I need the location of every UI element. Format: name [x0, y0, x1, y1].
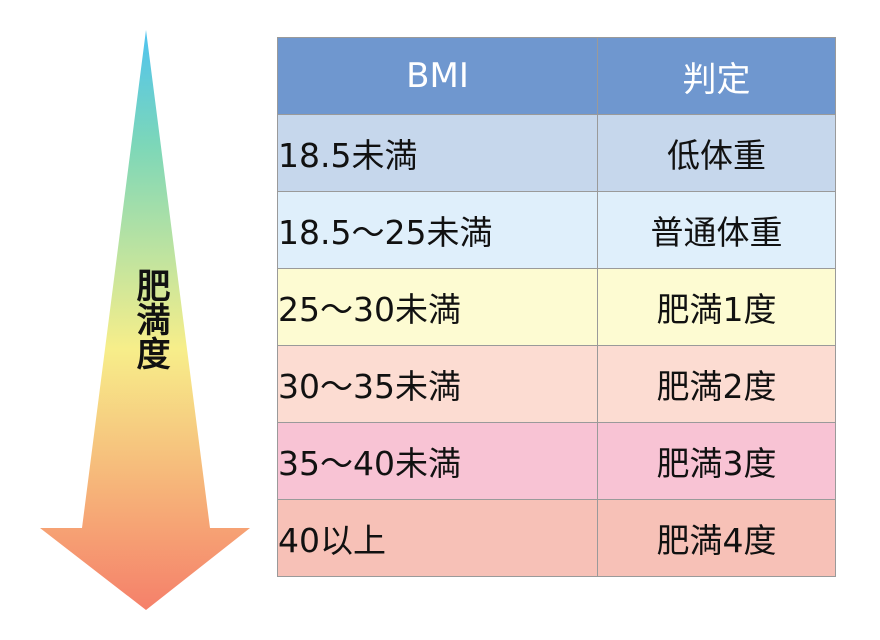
arrow-shape — [40, 30, 250, 610]
bmi-table: BMI 判定 18.5未満 低体重 18.5〜25未満 普通体重 25〜30未満… — [277, 37, 836, 577]
bmi-range: 18.5未満 — [277, 114, 598, 192]
table-row: 40以上 肥満4度 — [277, 499, 836, 577]
bmi-range: 30〜35未満 — [277, 345, 598, 423]
table-row: 35〜40未満 肥満3度 — [277, 422, 836, 500]
obesity-degree-arrow — [40, 30, 250, 610]
judgement: 低体重 — [597, 114, 836, 192]
judgement: 肥満1度 — [597, 268, 836, 346]
bmi-range: 40以上 — [277, 499, 598, 577]
header-bmi: BMI — [277, 37, 598, 115]
judgement: 肥満2度 — [597, 345, 836, 423]
header-judgement: 判定 — [597, 37, 836, 115]
table-row: 30〜35未満 肥満2度 — [277, 345, 836, 423]
judgement: 肥満4度 — [597, 499, 836, 577]
table-row: 25〜30未満 肥満1度 — [277, 268, 836, 346]
judgement: 肥満3度 — [597, 422, 836, 500]
table-row: 18.5未満 低体重 — [277, 114, 836, 192]
bmi-range: 25〜30未満 — [277, 268, 598, 346]
table-row: 18.5〜25未満 普通体重 — [277, 191, 836, 269]
bmi-range: 18.5〜25未満 — [277, 191, 598, 269]
table-header-row: BMI 判定 — [277, 37, 836, 115]
bmi-range: 35〜40未満 — [277, 422, 598, 500]
arrow-label: 肥満度 — [130, 268, 170, 370]
judgement: 普通体重 — [597, 191, 836, 269]
